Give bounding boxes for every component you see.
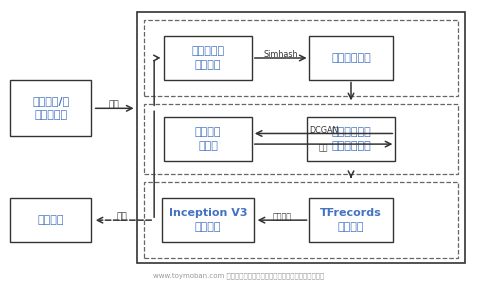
Bar xyxy=(144,182,458,258)
Bar xyxy=(162,198,254,242)
Text: 样本图像
特征图: 样本图像 特征图 xyxy=(195,127,221,151)
Bar xyxy=(164,117,252,161)
Text: 输出: 输出 xyxy=(117,212,128,221)
Text: 输入: 输入 xyxy=(109,101,120,110)
Text: DCGAN: DCGAN xyxy=(309,126,338,135)
Text: 普通邮件/网
络钓鱼邮件: 普通邮件/网 络钓鱼邮件 xyxy=(32,96,69,120)
Text: 邮件样本图像: 邮件样本图像 xyxy=(331,53,371,63)
Text: 解析清洗后
邮件样本: 解析清洗后 邮件样本 xyxy=(192,46,225,70)
Text: www.toymoban.com 网络图片仅供展示，非存储，如有侵权请联系删除。: www.toymoban.com 网络图片仅供展示，非存储，如有侵权请联系删除。 xyxy=(153,273,325,279)
Text: Inception V3
检测模型: Inception V3 检测模型 xyxy=(169,208,247,232)
Bar xyxy=(164,36,252,80)
Text: 检测结果: 检测结果 xyxy=(37,215,64,225)
Text: TFrecords
样本文件: TFrecords 样本文件 xyxy=(320,208,382,232)
Bar xyxy=(144,104,458,174)
Bar xyxy=(144,20,458,96)
Bar xyxy=(309,198,393,242)
Text: Simhash: Simhash xyxy=(264,50,298,59)
Text: 混合: 混合 xyxy=(319,143,328,152)
Bar xyxy=(137,12,466,264)
Text: 生成网络钓鱼
邮件样本图像: 生成网络钓鱼 邮件样本图像 xyxy=(331,127,371,151)
Bar xyxy=(307,117,395,161)
Bar xyxy=(309,36,393,80)
Text: 训练优化: 训练优化 xyxy=(272,212,292,221)
Bar xyxy=(10,80,91,136)
Bar xyxy=(10,198,91,242)
